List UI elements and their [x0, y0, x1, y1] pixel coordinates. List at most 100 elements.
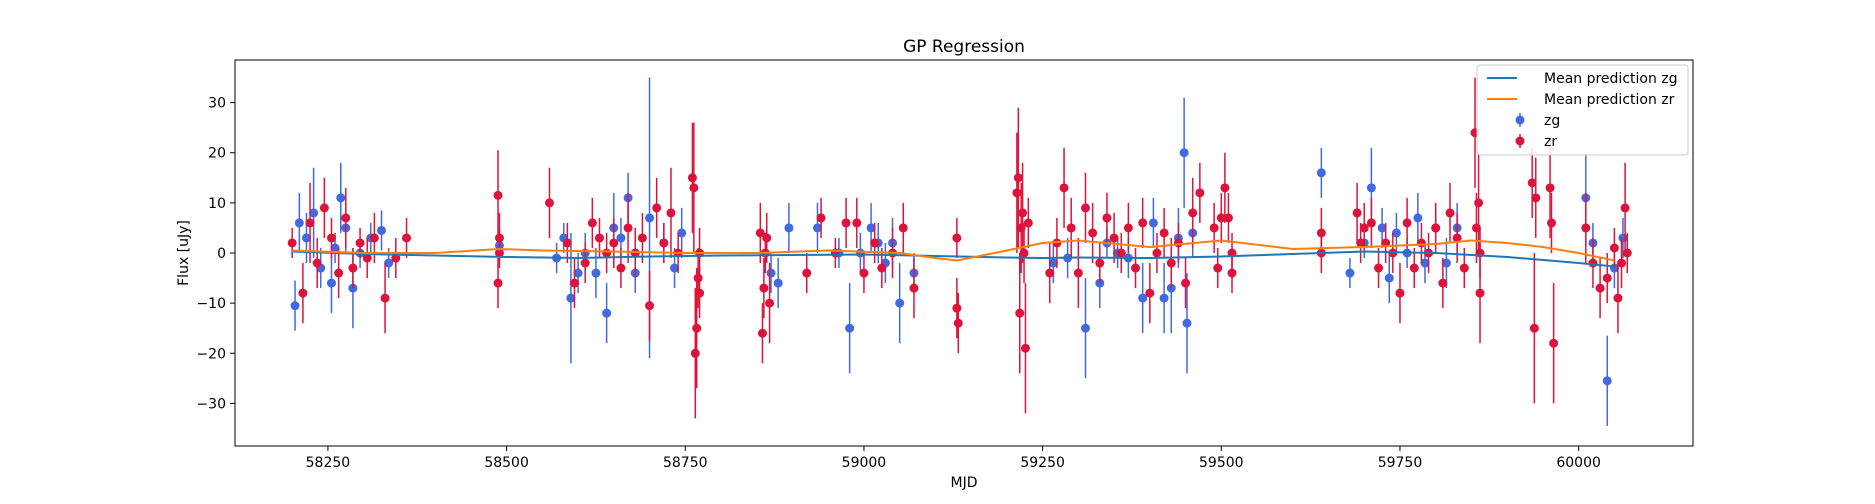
data-point-zr: [1395, 263, 1405, 324]
marker: [1545, 183, 1555, 193]
marker: [1220, 183, 1230, 193]
data-point-zr: [1595, 258, 1605, 319]
marker: [755, 228, 765, 238]
data-point-zr: [1529, 253, 1539, 404]
data-point-zg: [336, 162, 346, 233]
data-point-zg: [1048, 242, 1058, 284]
data-point-zg: [309, 167, 319, 259]
data-point-zg: [294, 192, 304, 253]
data-point-zr: [1227, 253, 1237, 294]
x-tick-label: 58500: [484, 455, 529, 471]
marker: [493, 278, 503, 288]
marker: [1359, 223, 1369, 233]
data-point-zr: [645, 270, 655, 341]
data-point-zg: [1138, 263, 1148, 334]
y-tick-label: −20: [196, 346, 226, 362]
data-point-zg: [1345, 258, 1355, 289]
marker: [494, 248, 504, 258]
mean-prediction-line-zg: [292, 250, 1615, 268]
data-point-zr: [1166, 237, 1176, 289]
marker: [298, 288, 308, 298]
marker: [757, 328, 767, 338]
marker: [377, 225, 387, 235]
data-point-zg: [784, 202, 794, 253]
marker: [562, 238, 572, 248]
data-point-zr: [402, 217, 412, 259]
data-point-zr: [1609, 227, 1619, 269]
marker: [580, 258, 590, 268]
legend-box: [1476, 64, 1689, 156]
data-point-zr: [1213, 247, 1223, 289]
data-point-zr: [1475, 242, 1485, 344]
data-point-zr: [493, 150, 503, 241]
data-point-zr: [580, 242, 590, 284]
marker: [1531, 193, 1541, 203]
marker: [1609, 243, 1619, 253]
marker: [290, 301, 300, 311]
marker: [773, 278, 783, 288]
marker: [898, 223, 908, 233]
marker: [1045, 268, 1055, 278]
marker: [1131, 263, 1141, 273]
marker: [1138, 293, 1148, 303]
data-point-zg: [1316, 147, 1326, 198]
marker: [1459, 263, 1469, 273]
marker: [1015, 308, 1025, 318]
marker: [1581, 223, 1591, 233]
marker: [326, 278, 336, 288]
data-point-zg: [566, 232, 576, 364]
marker: [1173, 238, 1183, 248]
marker: [1416, 238, 1426, 248]
data-point-zr: [692, 268, 702, 389]
marker: [1088, 228, 1098, 238]
marker: [1316, 168, 1326, 178]
marker: [362, 253, 372, 263]
data-point-zr: [1374, 247, 1384, 289]
data-point-zr: [1045, 242, 1055, 304]
marker: [859, 268, 869, 278]
legend-swatch-zr-points: [1515, 134, 1525, 148]
y-tick-label: −10: [196, 296, 226, 312]
data-point-zr: [1366, 197, 1376, 248]
data-point-zg: [1420, 242, 1430, 284]
marker: [287, 238, 297, 248]
data-point-zg: [1179, 97, 1189, 208]
data-point-zr: [391, 237, 401, 279]
marker: [1145, 288, 1155, 298]
y-tick-label: 0: [217, 246, 226, 262]
data-point-zg: [602, 283, 612, 344]
data-point-zg: [1413, 192, 1423, 243]
marker: [341, 213, 351, 223]
data-point-zr: [312, 237, 322, 289]
data-point-zr: [1015, 253, 1025, 374]
marker: [1413, 213, 1423, 223]
y-tick-label: 20: [208, 146, 226, 162]
marker: [630, 248, 640, 258]
data-point-zr: [287, 227, 297, 259]
marker: [687, 173, 697, 183]
data-point-zr: [1622, 232, 1632, 274]
data-point-zr: [1188, 177, 1198, 248]
data-point-zr: [1452, 212, 1462, 264]
data-point-zr: [1088, 202, 1098, 264]
x-tick-label: 59500: [1199, 455, 1244, 471]
marker: [845, 323, 855, 333]
data-point-zr: [1602, 253, 1612, 304]
mean-prediction-line-zr: [292, 239, 1615, 262]
marker: [1018, 208, 1028, 218]
data-point-zr: [1116, 232, 1126, 274]
marker: [852, 218, 862, 228]
marker: [1391, 228, 1401, 238]
x-tick-label: 58750: [663, 455, 708, 471]
data-point-zr: [909, 258, 919, 319]
marker: [309, 208, 319, 218]
marker: [1595, 283, 1605, 293]
marker: [816, 213, 826, 223]
marker: [616, 263, 626, 273]
marker: [766, 268, 776, 278]
marker: [689, 183, 699, 193]
marker: [1546, 218, 1556, 228]
marker: [866, 223, 876, 233]
data-point-zr: [757, 303, 767, 364]
